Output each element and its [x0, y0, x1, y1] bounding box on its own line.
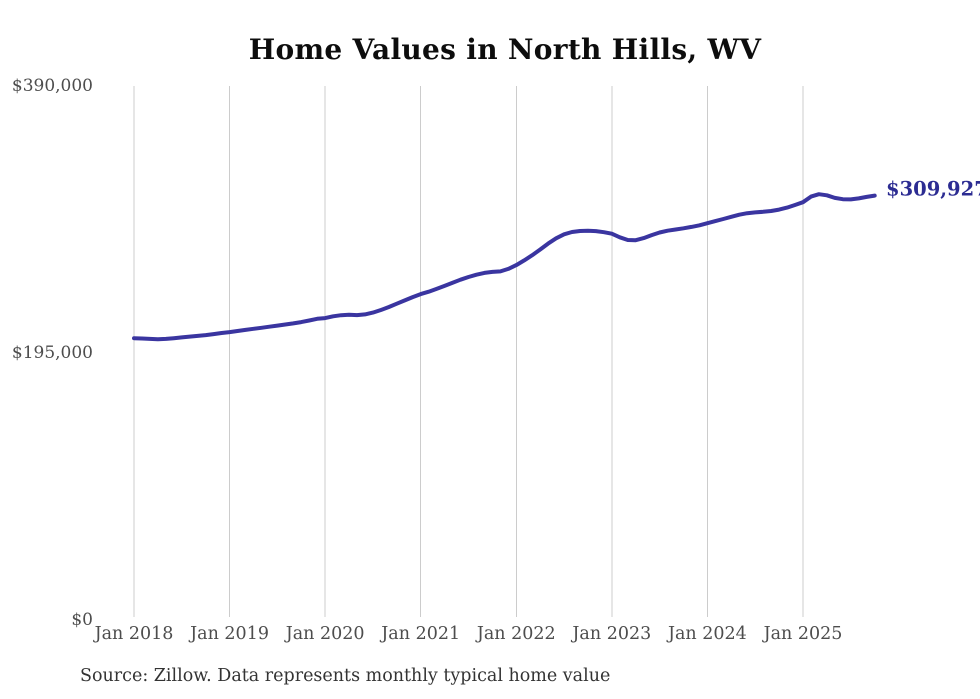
- x-axis-tick-label: Jan 2019: [190, 624, 269, 644]
- x-axis-tick-label: Jan 2018: [94, 624, 174, 644]
- x-axis-tick-label: Jan 2020: [285, 624, 365, 644]
- x-axis-tick-label: Jan 2025: [763, 624, 843, 644]
- y-axis-tick-label: $390,000: [11, 76, 93, 96]
- y-axis-tick-label: $0: [71, 610, 93, 630]
- x-axis-tick-label: Jan 2021: [381, 624, 461, 644]
- end-value-label: $309,927: [886, 177, 980, 201]
- y-axis-tick-label: $195,000: [11, 343, 93, 363]
- value-line: [132, 192, 877, 342]
- chart-title: Home Values in North Hills, WV: [248, 33, 762, 66]
- x-axis-tick-label: Jan 2022: [476, 624, 556, 644]
- x-axis-tick-label: Jan 2023: [572, 624, 652, 644]
- source-note: Source: Zillow. Data represents monthly …: [80, 666, 611, 686]
- x-axis-tick-label: Jan 2024: [667, 624, 747, 644]
